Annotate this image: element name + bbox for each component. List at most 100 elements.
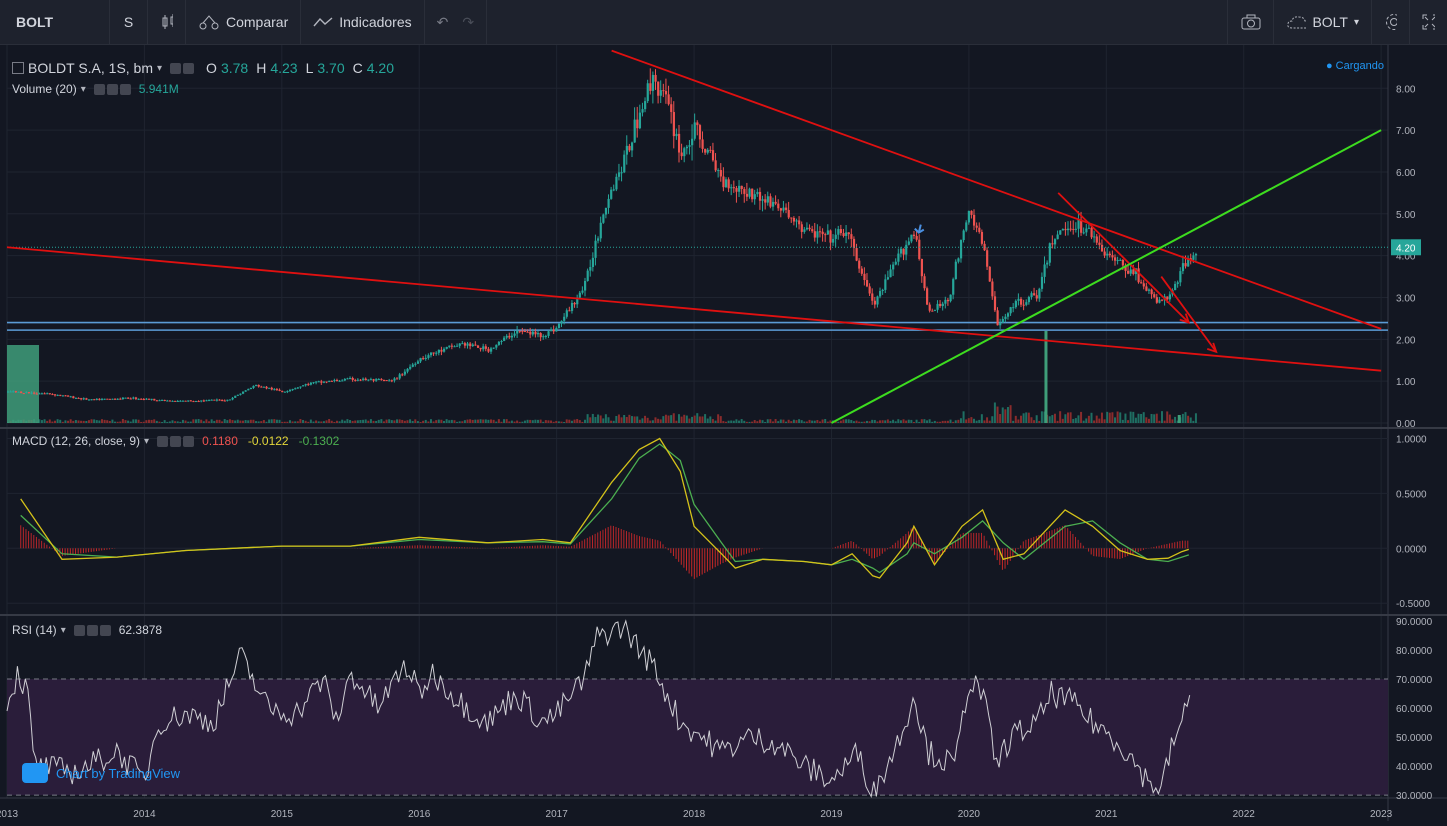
volume-bar	[508, 421, 511, 423]
candle-body	[928, 304, 931, 311]
volume-bar	[1124, 413, 1127, 423]
candle-body	[586, 270, 589, 281]
volume-bar	[393, 420, 396, 423]
chevron-down-icon[interactable]: ▾	[157, 62, 163, 74]
candle-body	[670, 104, 673, 113]
volume-bar	[440, 419, 443, 423]
settings-icon[interactable]	[170, 435, 182, 447]
settings-icon[interactable]	[86, 624, 98, 636]
close-icon[interactable]	[183, 435, 195, 447]
volume-bar	[539, 419, 542, 423]
volume-bar	[174, 421, 177, 423]
volume-bar	[1127, 420, 1130, 423]
candle-body	[933, 309, 937, 311]
chart-style-button[interactable]	[148, 0, 186, 45]
time-axis-tick-label: 2019	[820, 809, 843, 820]
volume-bar	[586, 414, 589, 423]
volume-bar	[980, 414, 983, 423]
candle-body	[662, 90, 665, 92]
macd-title[interactable]: MACD (12, 26, close, 9)	[12, 434, 141, 448]
volume-bar	[753, 420, 756, 423]
volume-bar	[526, 419, 529, 423]
candle-body	[1012, 307, 1015, 309]
volume-bar	[1160, 411, 1163, 423]
volume-bar	[158, 421, 161, 423]
undo-redo-group: ↶ ↷	[425, 0, 488, 45]
volume-bar	[724, 421, 727, 423]
chevron-down-icon[interactable]: ▾	[60, 624, 66, 636]
eye-icon[interactable]	[93, 83, 105, 95]
chart-area[interactable]: 0.00 1.00 2.00 3.00 4.00 5.00 6.00 7.00 8.00 4.20…	[0, 45, 1447, 821]
interval-selector[interactable]: S	[110, 0, 148, 45]
candle-body	[805, 227, 809, 230]
volume-bar	[166, 421, 169, 423]
symbol-search[interactable]: BOLT	[0, 0, 110, 45]
volume-bar	[80, 420, 83, 423]
settings-icon[interactable]	[183, 62, 195, 74]
chevron-down-icon[interactable]: ▾	[80, 83, 86, 95]
layout-menu[interactable]: BOLT ▾	[1273, 0, 1371, 45]
volume-title[interactable]: Volume (20)	[12, 82, 77, 96]
volume-bar	[766, 419, 769, 423]
volume-bar	[597, 414, 600, 423]
candle-body	[114, 398, 117, 400]
candle-body	[1035, 295, 1038, 299]
candle-body	[751, 188, 754, 200]
candle-body	[915, 236, 918, 240]
close-icon[interactable]	[119, 83, 131, 95]
time-axis-tick-label: 2015	[271, 809, 294, 820]
candle-body	[1179, 271, 1182, 283]
fullscreen-button[interactable]	[1409, 0, 1447, 45]
volume-bar	[1020, 415, 1023, 423]
macd-legend: MACD (12, 26, close, 9) ▾ 0.1180 -0.0122…	[12, 434, 339, 448]
volume-bar	[944, 420, 947, 423]
candle-body	[657, 81, 660, 96]
undo-icon[interactable]: ↶	[436, 13, 449, 30]
macd-line-value: -0.0122	[247, 434, 289, 448]
volume-bar	[1074, 418, 1077, 423]
volume-bar	[255, 421, 258, 423]
candle-body	[597, 238, 600, 241]
chart-canvas[interactable]: 0.00 1.00 2.00 3.00 4.00 5.00 6.00 7.00 8.00 4.20…	[0, 45, 1447, 821]
volume-bar	[416, 421, 419, 423]
volume-bar	[1009, 405, 1012, 423]
candle-body	[14, 391, 18, 393]
volume-bar	[923, 419, 926, 423]
close-icon[interactable]	[99, 624, 111, 636]
gear-icon	[1386, 14, 1397, 30]
volume-bar	[283, 421, 286, 423]
camera-icon	[1241, 14, 1260, 30]
collapse-icon[interactable]	[12, 62, 24, 74]
eye-icon[interactable]	[73, 624, 85, 636]
volume-bar	[500, 421, 503, 423]
candle-body	[124, 397, 127, 399]
volume-bar	[1069, 412, 1072, 423]
volume-bar	[93, 419, 96, 423]
rsi-title[interactable]: RSI (14)	[12, 623, 57, 637]
candle-body	[863, 273, 866, 281]
settings-button[interactable]	[1371, 0, 1409, 45]
volume-bar	[928, 419, 931, 423]
volume-bar	[1030, 417, 1033, 423]
candle-body	[957, 258, 960, 262]
tradingview-watermark[interactable]: Chart by TradingView	[22, 763, 180, 783]
candle-body	[1103, 251, 1106, 256]
candle-body	[108, 398, 112, 400]
candle-body	[842, 233, 845, 236]
indicators-button[interactable]: Indicadores	[301, 0, 425, 45]
redo-icon[interactable]: ↷	[462, 13, 475, 30]
trendline-red	[6, 246, 1382, 372]
eye-icon[interactable]	[157, 435, 169, 447]
candle-body	[623, 154, 626, 173]
eye-icon[interactable]	[170, 62, 182, 74]
snapshot-button[interactable]	[1227, 0, 1273, 45]
volume-bar	[897, 419, 900, 423]
compare-button[interactable]: Comparar	[186, 0, 302, 45]
volume-bar	[270, 419, 273, 423]
main-series-title[interactable]: BOLDT S.A, 1S, bm	[28, 60, 154, 76]
candle-body	[85, 398, 88, 400]
settings-icon[interactable]	[106, 83, 118, 95]
volume-bar	[696, 413, 699, 423]
chevron-down-icon[interactable]: ▾	[144, 435, 150, 447]
candle-body	[539, 333, 542, 338]
